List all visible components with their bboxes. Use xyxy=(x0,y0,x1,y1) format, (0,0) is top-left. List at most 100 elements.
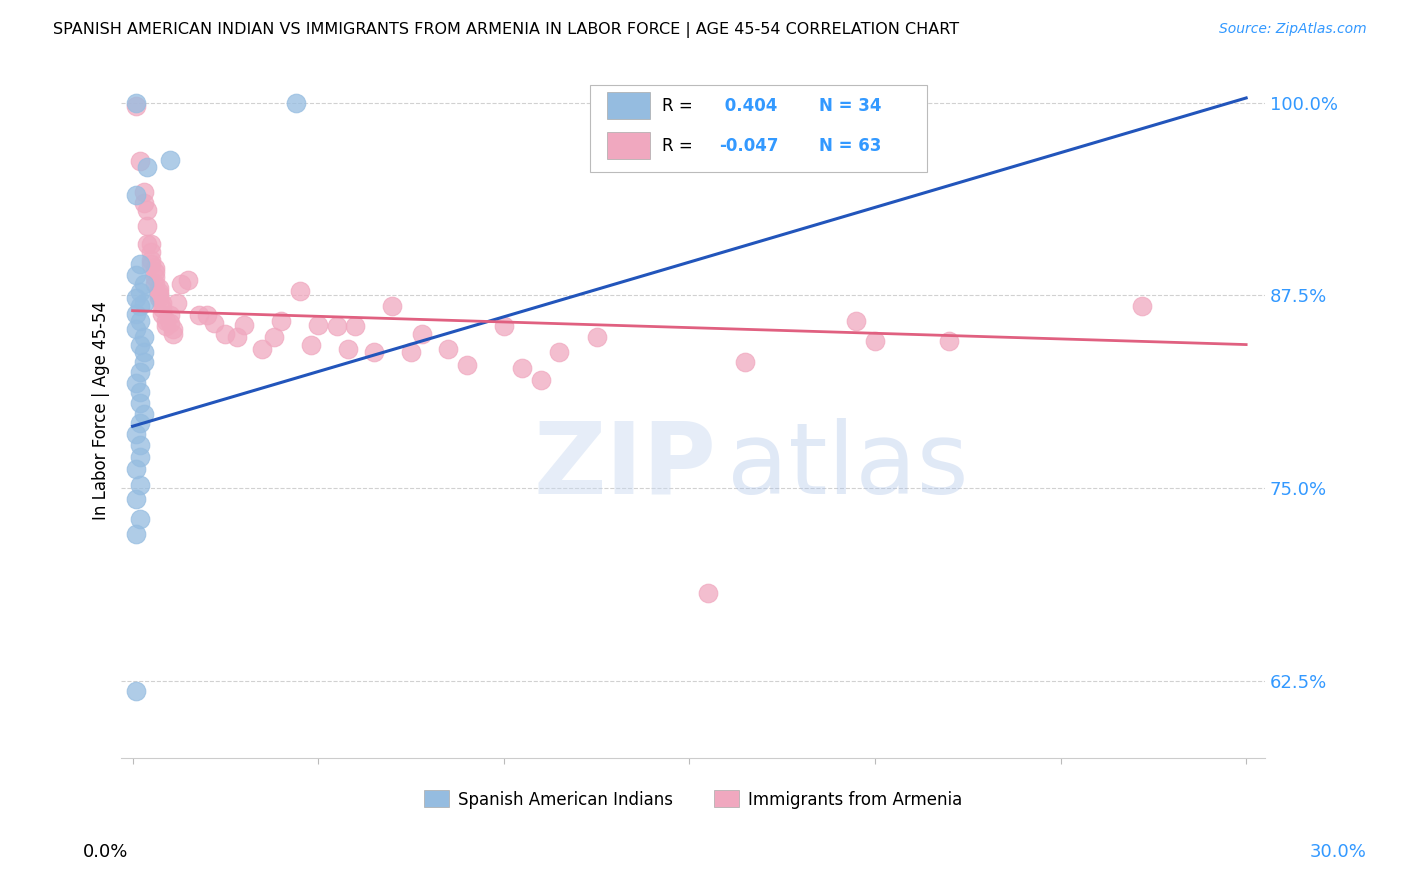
Point xyxy=(159,316,181,330)
Point xyxy=(129,396,152,410)
Text: ZIP: ZIP xyxy=(533,417,716,515)
Point xyxy=(129,416,152,430)
Point xyxy=(188,308,211,322)
Point xyxy=(150,307,173,321)
Point xyxy=(136,161,159,175)
Point xyxy=(150,301,173,315)
Point xyxy=(132,407,155,421)
Point xyxy=(252,342,274,356)
Text: N = 63: N = 63 xyxy=(818,136,882,155)
Text: R =: R = xyxy=(662,136,699,155)
Point xyxy=(845,314,868,328)
Text: N = 34: N = 34 xyxy=(818,96,882,115)
Point xyxy=(288,284,311,298)
Point xyxy=(136,219,159,233)
Legend: Spanish American Indians, Immigrants from Armenia: Spanish American Indians, Immigrants fro… xyxy=(418,784,969,815)
Text: R =: R = xyxy=(662,96,699,115)
Point xyxy=(129,154,152,169)
Point xyxy=(530,373,553,387)
Point xyxy=(143,260,166,275)
Point xyxy=(129,257,152,271)
Text: 0.0%: 0.0% xyxy=(83,843,128,861)
Text: atlas: atlas xyxy=(727,417,969,515)
Point xyxy=(139,252,162,267)
Point xyxy=(125,491,148,506)
Text: SPANISH AMERICAN INDIAN VS IMMIGRANTS FROM ARMENIA IN LABOR FORCE | AGE 45-54 CO: SPANISH AMERICAN INDIAN VS IMMIGRANTS FR… xyxy=(53,22,959,38)
Text: -0.047: -0.047 xyxy=(720,136,779,155)
Point xyxy=(938,334,960,349)
Point xyxy=(177,273,200,287)
Point xyxy=(263,330,285,344)
Point xyxy=(195,308,218,322)
Point xyxy=(129,299,152,313)
Point xyxy=(129,365,152,379)
Point xyxy=(139,245,162,260)
Point xyxy=(143,277,166,292)
Point xyxy=(129,337,152,351)
Point xyxy=(437,342,460,356)
Point xyxy=(129,450,152,464)
Point xyxy=(148,280,170,294)
Point xyxy=(399,345,422,359)
Point xyxy=(125,307,148,321)
Point xyxy=(232,318,254,332)
FancyBboxPatch shape xyxy=(607,132,650,160)
Point xyxy=(148,285,170,300)
Point xyxy=(585,330,607,344)
Point xyxy=(1130,299,1153,313)
Point xyxy=(325,319,347,334)
FancyBboxPatch shape xyxy=(607,92,650,120)
Point xyxy=(214,326,236,341)
Point xyxy=(125,527,148,541)
Point xyxy=(148,288,170,302)
Point xyxy=(139,257,162,271)
Point xyxy=(411,326,433,341)
Point xyxy=(129,385,152,400)
Point xyxy=(697,585,720,599)
Point xyxy=(270,314,292,328)
Point xyxy=(125,291,148,305)
Point xyxy=(132,195,155,210)
Point xyxy=(129,285,152,300)
Point xyxy=(162,326,184,341)
Point xyxy=(456,358,478,372)
Point xyxy=(159,308,181,322)
Point xyxy=(548,345,571,359)
Point xyxy=(155,314,177,328)
Point xyxy=(136,237,159,252)
Point xyxy=(166,296,188,310)
Point xyxy=(225,330,247,344)
Point xyxy=(307,318,329,332)
Point xyxy=(132,296,155,310)
Point xyxy=(148,291,170,305)
Point xyxy=(125,462,148,476)
Point xyxy=(132,185,155,199)
Point xyxy=(132,354,155,368)
Point xyxy=(336,342,359,356)
Point xyxy=(132,345,155,359)
Point xyxy=(155,319,177,334)
Y-axis label: In Labor Force | Age 45-54: In Labor Force | Age 45-54 xyxy=(93,301,110,520)
Point xyxy=(129,314,152,328)
Point xyxy=(363,345,385,359)
Point xyxy=(863,334,886,349)
Point xyxy=(125,268,148,283)
Point xyxy=(162,322,184,336)
Text: 30.0%: 30.0% xyxy=(1310,843,1367,861)
Point xyxy=(510,360,533,375)
Point xyxy=(132,277,155,292)
Point xyxy=(129,478,152,492)
Point xyxy=(125,376,148,390)
Point xyxy=(143,269,166,284)
Text: Source: ZipAtlas.com: Source: ZipAtlas.com xyxy=(1219,22,1367,37)
Point xyxy=(125,188,148,202)
Point xyxy=(125,322,148,336)
Point xyxy=(344,319,367,334)
Text: 0.404: 0.404 xyxy=(720,96,778,115)
Point xyxy=(284,95,307,110)
Point xyxy=(129,512,152,526)
Point xyxy=(299,337,322,351)
Point xyxy=(159,153,181,167)
Point xyxy=(139,237,162,252)
Point xyxy=(143,265,166,279)
